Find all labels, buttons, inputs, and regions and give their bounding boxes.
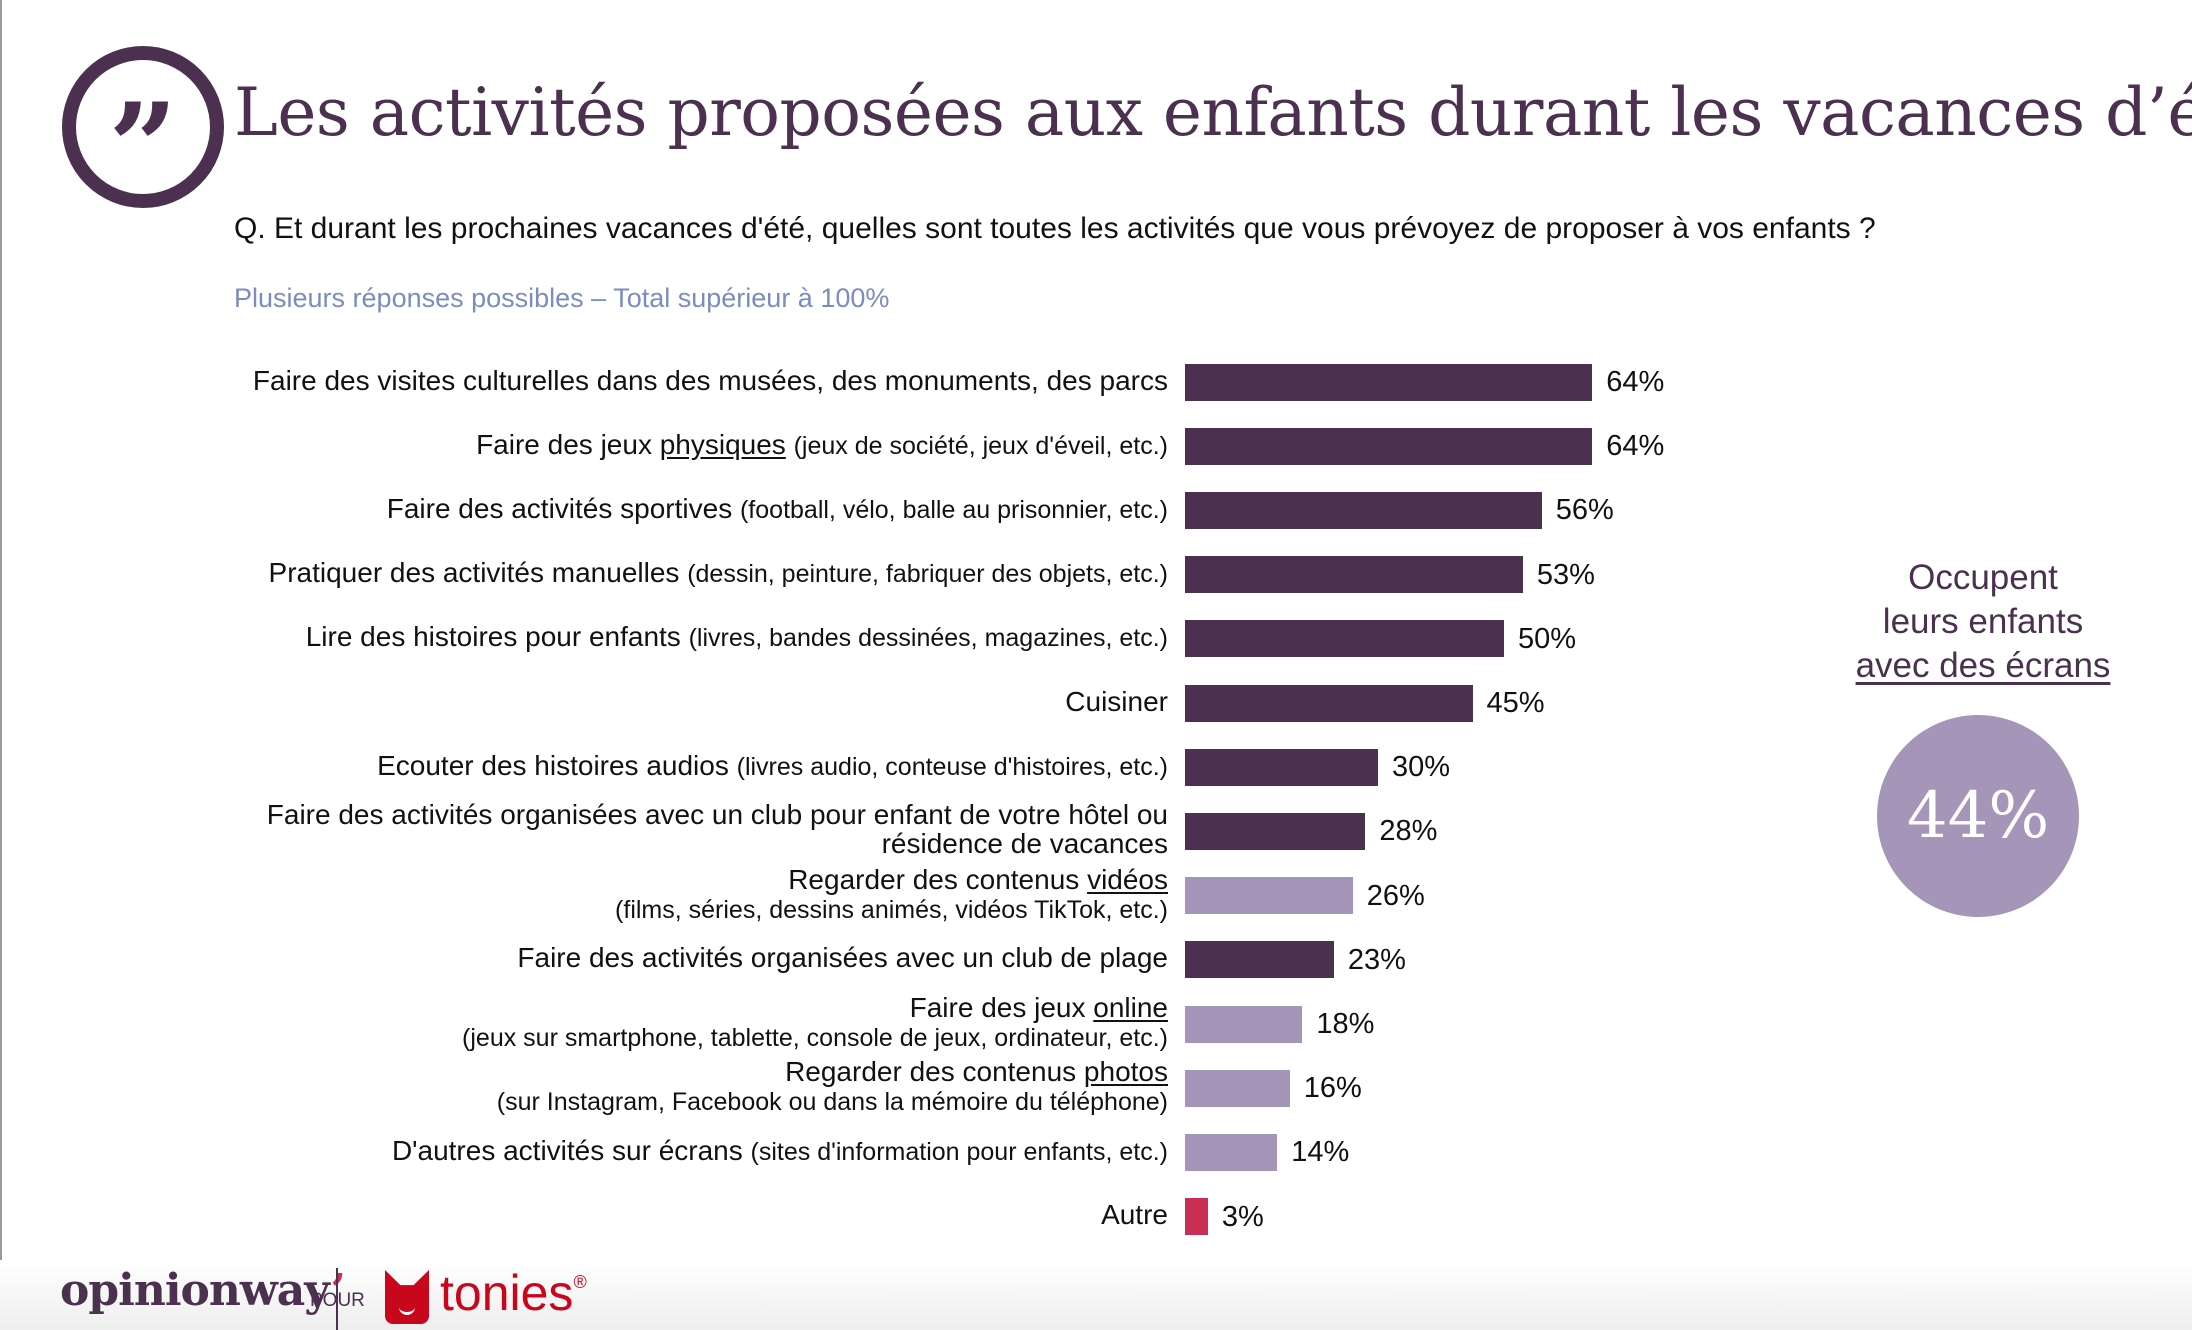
bar — [1185, 491, 1542, 529]
bar-value-label: 56% — [1555, 494, 1614, 527]
bar — [1185, 1198, 1208, 1236]
bar — [1185, 556, 1523, 594]
bar-value-label: 45% — [1486, 687, 1545, 719]
category-label-detail: (jeux de société, jeux d'éveil, etc.) — [793, 431, 1168, 460]
category-label-main: Faire des jeux — [909, 992, 1094, 1023]
bar-value-label: 26% — [1366, 879, 1425, 912]
category-label-main: Autre — [1101, 1199, 1168, 1231]
bar — [1185, 1005, 1303, 1043]
category-label: D'autres activités sur écrans (sites d'i… — [392, 1136, 1168, 1167]
logo-divider — [336, 1268, 338, 1330]
category-label-detail: (sites d'information pour enfants, etc.) — [750, 1137, 1168, 1166]
category-label-main: Faire des visites culturelles dans des m… — [252, 364, 1168, 396]
screen-callout: Occupent leurs enfants avec des écrans — [1808, 556, 2158, 688]
bar-value-label: 30% — [1392, 751, 1451, 784]
bar — [1185, 427, 1593, 465]
category-label-main: Cuisiner — [1065, 685, 1168, 717]
bar-value-label: 50% — [1518, 622, 1577, 655]
bar-value-label: 18% — [1316, 1008, 1375, 1040]
bar-value-label: 28% — [1379, 815, 1438, 848]
footer — [0, 1260, 2192, 1330]
category-label-emphasis: vidéos — [1087, 863, 1168, 895]
survey-question: Q. Et durant les prochaines vacances d'é… — [234, 212, 1876, 245]
opinionway-mark: ’ — [330, 1265, 345, 1316]
category-label-main: Faire des activités sportives — [386, 492, 740, 524]
category-label-main: Faire des activités organisées avec un c… — [266, 799, 1168, 831]
bar-value-label: 14% — [1291, 1136, 1350, 1169]
category-label-detail: résidence de vacances — [881, 828, 1168, 860]
category-label: Pratiquer des activités manuelles (dessi… — [269, 558, 1168, 589]
bar — [1185, 1069, 1290, 1107]
category-label-detail: (jeux sur smartphone, tablette, console … — [462, 1024, 1168, 1052]
category-label-main: Pratiquer des activités manuelles — [268, 557, 688, 589]
category-label-main: Regarder des contenus — [785, 1056, 1084, 1088]
page-edge-line — [0, 0, 2, 1330]
registered-mark: ® — [573, 1272, 587, 1292]
pour-label: POUR — [310, 1290, 365, 1311]
category-label: Faire des activités sportives (football,… — [387, 494, 1168, 525]
category-label-detail: (sur Instagram, Facebook ou dans la mémo… — [496, 1088, 1168, 1117]
category-label-main: Faire des activités organisées avec un c… — [517, 942, 1168, 974]
category-label: Regarder des contenus vidéos (films, séri… — [615, 865, 1168, 925]
quote-icon: ” — [62, 46, 224, 208]
category-label: Ecouter des histoires audios (livres aud… — [377, 751, 1168, 782]
bar-value-label: 3% — [1221, 1200, 1264, 1233]
tonies-logo: tonies® — [440, 1264, 587, 1322]
tonies-wordmark: tonies — [440, 1265, 574, 1321]
bar — [1185, 620, 1504, 658]
bar-value-label: 16% — [1303, 1072, 1362, 1105]
category-label-main: D'autres activités sur écrans — [391, 1134, 751, 1166]
category-label-emphasis: physiques — [659, 428, 786, 460]
category-label-main: Ecouter des histoires audios — [377, 749, 737, 781]
page-title: Les activités proposées aux enfants dura… — [234, 74, 2192, 151]
bar-value-label: 64% — [1606, 366, 1665, 398]
category-label: Faire des jeux physiques (jeux de sociét… — [476, 430, 1168, 461]
callout-line-3: avec des écrans — [1855, 646, 2111, 685]
bar-value-label: 64% — [1606, 430, 1665, 463]
callout-line-1: Occupent — [1908, 558, 2058, 597]
bar — [1185, 684, 1473, 722]
bar — [1185, 1133, 1278, 1171]
category-label: Faire des activités organisées avec un c… — [517, 943, 1168, 972]
category-label: Faire des jeux online (jeux sur smartphon… — [462, 993, 1168, 1053]
opinionway-logo: opinionway’ — [60, 1265, 346, 1316]
bar — [1185, 748, 1378, 786]
category-label: Cuisiner — [1065, 687, 1168, 716]
category-label-detail: (football, vélo, balle au prisonnier, et… — [739, 495, 1168, 524]
category-label-main: Regarder des contenus — [788, 863, 1088, 895]
category-label-detail: (livres audio, conteuse d'histoires, etc… — [736, 752, 1168, 781]
category-label-main: Lire des histoires pour enfants — [305, 621, 689, 653]
tonies-smile-icon — [399, 1304, 415, 1315]
callout-line-2: leurs enfants — [1882, 602, 2084, 641]
bar-value-label: 53% — [1536, 558, 1595, 591]
category-label: Regarder des contenus photos (sur Instagr… — [497, 1057, 1168, 1117]
screen-share-bubble: 44% — [1877, 715, 2079, 917]
category-label-emphasis: online — [1093, 992, 1168, 1023]
response-note: Plusieurs réponses possibles – Total sup… — [234, 283, 890, 313]
quote-glyph: ” — [108, 77, 178, 218]
bar — [1185, 363, 1593, 401]
category-label-detail: (livres, bandes dessinées, magazines, et… — [688, 624, 1168, 653]
category-label-emphasis: photos — [1083, 1056, 1168, 1088]
opinionway-wordmark: opinionway — [60, 1265, 331, 1316]
category-label: Faire des activités organisées avec un c… — [267, 800, 1168, 858]
category-label-detail: (dessin, peinture, fabriquer des objets,… — [687, 560, 1168, 589]
bar — [1185, 812, 1366, 850]
category-label-main: Faire des jeux — [476, 428, 660, 460]
bar — [1185, 941, 1334, 979]
category-label: Lire des histoires pour enfants (livres,… — [306, 622, 1168, 653]
category-label: Autre — [1101, 1200, 1168, 1229]
bar-value-label: 23% — [1347, 943, 1406, 976]
category-label-detail: (films, séries, dessins animés, vidéos T… — [615, 895, 1168, 924]
category-label: Faire des visites culturelles dans des m… — [253, 366, 1168, 395]
bar — [1185, 877, 1353, 915]
screen-share-value: 44% — [1906, 779, 2050, 853]
